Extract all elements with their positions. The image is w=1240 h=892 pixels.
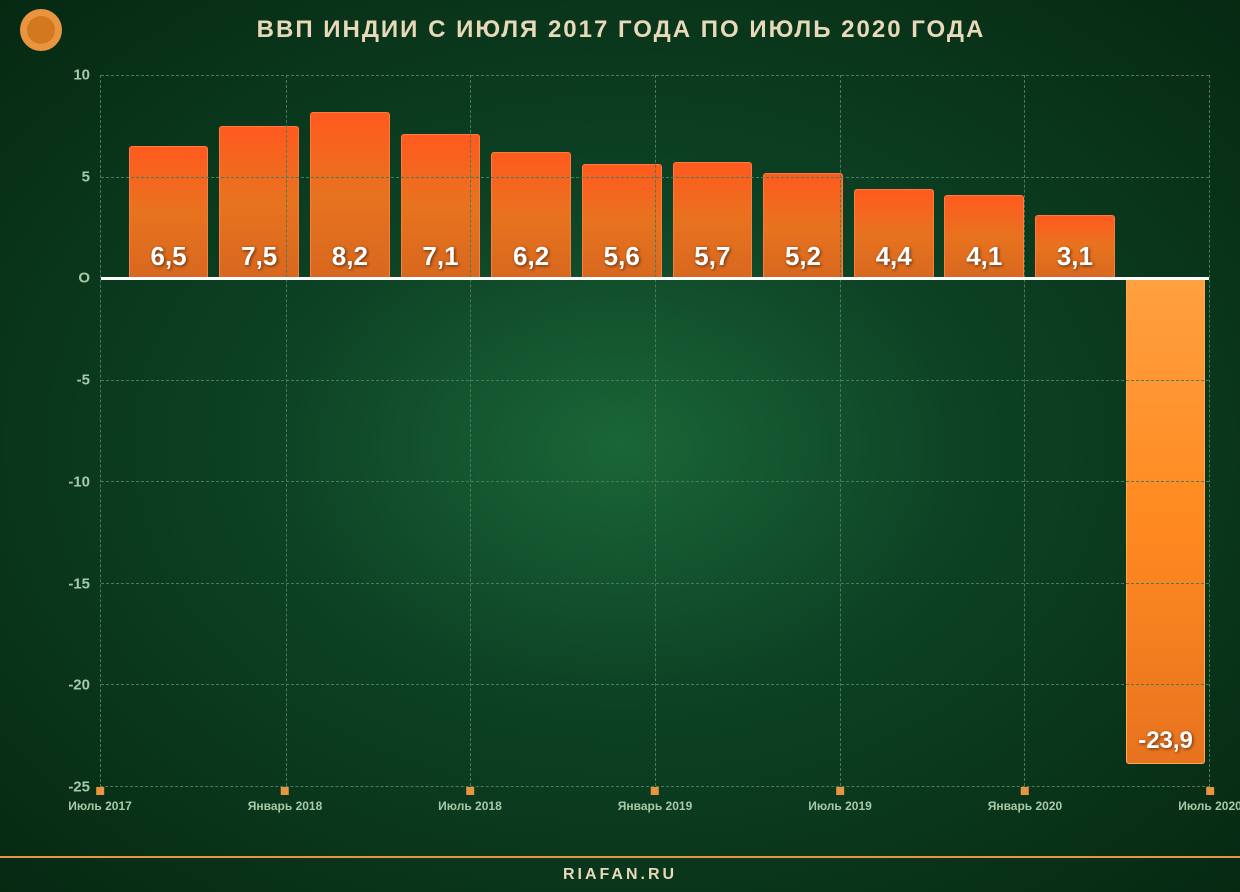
bar: 4,4 bbox=[854, 189, 934, 278]
chart-container: ВВП ИНДИИ С ИЮЛЯ 2017 ГОДА ПО ИЮЛЬ 2020 … bbox=[0, 0, 1240, 892]
bar: 6,2 bbox=[491, 152, 571, 278]
bar-value-label: 3,1 bbox=[1036, 241, 1114, 272]
bar: 5,2 bbox=[763, 173, 843, 279]
x-tick-label: Январь 2018 bbox=[248, 799, 323, 813]
x-tick: Январь 2019 bbox=[618, 787, 693, 813]
x-tick-label: Июль 2020 bbox=[1178, 799, 1240, 813]
x-tick-marker bbox=[466, 787, 474, 795]
x-tick-marker bbox=[651, 787, 659, 795]
x-tick-label: Июль 2017 bbox=[68, 799, 132, 813]
x-tick-marker bbox=[281, 787, 289, 795]
bar: 7,1 bbox=[401, 134, 481, 278]
y-tick-label: -20 bbox=[68, 677, 90, 694]
x-tick: Июль 2019 bbox=[808, 787, 872, 813]
y-tick-label: O bbox=[78, 270, 90, 287]
x-tick-label: Январь 2019 bbox=[618, 799, 693, 813]
y-tick-label: 10 bbox=[73, 67, 90, 84]
x-tick-marker bbox=[836, 787, 844, 795]
chart-title: ВВП ИНДИИ С ИЮЛЯ 2017 ГОДА ПО ИЮЛЬ 2020 … bbox=[82, 16, 1160, 44]
v-gridline bbox=[470, 75, 471, 786]
x-tick: Январь 2020 bbox=[988, 787, 1063, 813]
x-tick-label: Июль 2018 bbox=[438, 799, 502, 813]
bar-value-label: 4,4 bbox=[855, 241, 933, 272]
x-tick-marker bbox=[1206, 787, 1214, 795]
bar-value-label: -23,9 bbox=[1127, 727, 1205, 755]
x-tick: Июль 2018 bbox=[438, 787, 502, 813]
bar-value-label: 7,1 bbox=[402, 241, 480, 272]
bar: 6,5 bbox=[129, 146, 209, 278]
bar: 4,1 bbox=[944, 195, 1024, 278]
bar-value-label: 5,2 bbox=[764, 241, 842, 272]
bar-value-label: 5,7 bbox=[674, 241, 752, 272]
bar: 5,7 bbox=[673, 162, 753, 278]
bar-value-label: 5,6 bbox=[583, 241, 661, 272]
v-gridline bbox=[840, 75, 841, 786]
x-tick-label: Июль 2019 bbox=[808, 799, 872, 813]
bar: 7,5 bbox=[219, 126, 299, 278]
v-gridline bbox=[655, 75, 656, 786]
footer-credit: RIAFAN.RU bbox=[0, 856, 1240, 892]
bar-value-label: 6,5 bbox=[130, 241, 208, 272]
logo-icon bbox=[20, 9, 62, 51]
bar: 3,1 bbox=[1035, 215, 1115, 278]
y-tick-label: 5 bbox=[82, 168, 90, 185]
bar-value-label: 4,1 bbox=[945, 241, 1023, 272]
x-tick: Июль 2020 bbox=[1178, 787, 1240, 813]
bar: 8,2 bbox=[310, 112, 390, 279]
chart-area: 105O-5-10-15-20-25 6,57,58,27,16,25,65,7… bbox=[55, 75, 1210, 817]
plot-area: 6,5 7,5 8,2 7,1 6,2 5,6 5,7 5,2 4,4 4,1 3,1 -23,9 bbox=[100, 75, 1210, 787]
bar: -23,9 bbox=[1126, 278, 1206, 764]
x-axis: Июль 2017Январь 2018Июль 2018Январь 2019… bbox=[100, 787, 1210, 817]
v-gridline bbox=[286, 75, 287, 786]
y-tick-label: -15 bbox=[68, 575, 90, 592]
header: ВВП ИНДИИ С ИЮЛЯ 2017 ГОДА ПО ИЮЛЬ 2020 … bbox=[0, 0, 1240, 60]
y-axis: 105O-5-10-15-20-25 bbox=[55, 75, 100, 787]
bar-value-label: 6,2 bbox=[492, 241, 570, 272]
zero-line bbox=[101, 277, 1209, 280]
y-tick-label: -10 bbox=[68, 473, 90, 490]
x-tick: Июль 2017 bbox=[68, 787, 132, 813]
x-tick-marker bbox=[1021, 787, 1029, 795]
bar: 5,6 bbox=[582, 164, 662, 278]
x-tick-label: Январь 2020 bbox=[988, 799, 1063, 813]
x-tick-marker bbox=[96, 787, 104, 795]
v-gridline bbox=[1024, 75, 1025, 786]
y-tick-label: -5 bbox=[77, 372, 90, 389]
bar-value-label: 8,2 bbox=[311, 241, 389, 272]
x-tick: Январь 2018 bbox=[248, 787, 323, 813]
